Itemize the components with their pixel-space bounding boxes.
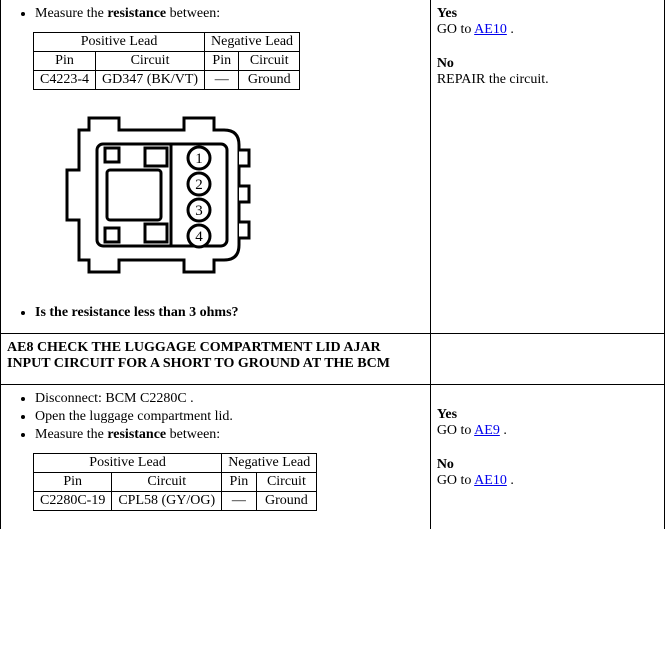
table-row: C4223-4 GD347 (BK/VT) — Ground <box>34 71 300 90</box>
disconnect-instruction: Disconnect: BCM C2280C . <box>35 391 424 407</box>
pin-header: Pin <box>34 473 112 492</box>
pos-pin: C2280C-19 <box>34 492 112 511</box>
left-cell: Measure the resistance between: Positive… <box>1 0 431 334</box>
neg-circuit: Ground <box>239 71 300 90</box>
no-block: No GO to AE10 . <box>437 457 658 489</box>
open-instruction: Open the luggage compartment lid. <box>35 409 424 425</box>
neg-circuit: Ground <box>256 492 317 511</box>
right-cell: Yes GO to AE10 . No REPAIR the circuit. <box>430 0 664 334</box>
table-row: Pin Circuit Pin Circuit <box>34 473 317 492</box>
circuit-header: Circuit <box>112 473 222 492</box>
yes-block: Yes GO to AE10 . <box>437 6 658 38</box>
pos-lead-header: Positive Lead <box>34 454 222 473</box>
pos-circuit: CPL58 (GY/OG) <box>112 492 222 511</box>
no-text: REPAIR the circuit. <box>437 72 549 87</box>
circuit-header: Circuit <box>96 52 205 71</box>
pin-label-3: 3 <box>195 203 203 219</box>
pin-label-4: 4 <box>195 229 203 245</box>
text: between: <box>166 427 220 442</box>
text: . <box>507 473 514 488</box>
no-block: No REPAIR the circuit. <box>437 56 658 88</box>
no-label: No <box>437 457 454 472</box>
lead-table: Positive Lead Negative Lead Pin Circuit … <box>33 453 317 511</box>
text: . <box>500 423 507 438</box>
yes-label: Yes <box>437 6 457 21</box>
pin-header: Pin <box>34 52 96 71</box>
neg-lead-header: Negative Lead <box>205 33 300 52</box>
pos-pin: C4223-4 <box>34 71 96 90</box>
question-list: Is the resistance less than 3 ohms? <box>7 305 424 321</box>
text: GO to <box>437 22 474 37</box>
step-row-ae8-body: Disconnect: BCM C2280C . Open the luggag… <box>1 385 665 530</box>
pin-header: Pin <box>222 473 256 492</box>
table-row: Positive Lead Negative Lead <box>34 454 317 473</box>
neg-pin: — <box>222 492 256 511</box>
bold-word: resistance <box>107 6 166 21</box>
connector-svg: 1 2 3 4 <box>49 100 259 290</box>
right-cell <box>430 334 664 385</box>
circuit-header: Circuit <box>256 473 317 492</box>
measure-instruction: Measure the resistance between: <box>35 427 424 443</box>
table-row: Positive Lead Negative Lead <box>34 33 300 52</box>
neg-lead-header: Negative Lead <box>222 454 317 473</box>
text: Measure the <box>35 6 107 21</box>
question-text: Is the resistance less than 3 ohms? <box>35 305 239 320</box>
yes-block: Yes GO to AE9 . <box>437 407 658 439</box>
step-row-ae8-title: AE8 CHECK THE LUGGAGE COMPARTMENT LID AJ… <box>1 334 665 385</box>
step-row-ae7-continued: Measure the resistance between: Positive… <box>1 0 665 334</box>
diagnostic-table: Measure the resistance between: Positive… <box>0 0 665 529</box>
link-ae10[interactable]: AE10 <box>474 473 507 488</box>
link-ae9[interactable]: AE9 <box>474 423 500 438</box>
neg-pin: — <box>205 71 239 90</box>
left-cell: AE8 CHECK THE LUGGAGE COMPARTMENT LID AJ… <box>1 334 431 385</box>
measure-instruction: Measure the resistance between: <box>35 6 424 22</box>
text: GO to <box>437 473 474 488</box>
text: between: <box>166 6 220 21</box>
pos-lead-header: Positive Lead <box>34 33 205 52</box>
table-row: Pin Circuit Pin Circuit <box>34 52 300 71</box>
instruction-list: Disconnect: BCM C2280C . Open the luggag… <box>7 391 424 443</box>
text: GO to <box>437 423 474 438</box>
bold-word: resistance <box>107 427 166 442</box>
connector-diagram: 1 2 3 4 <box>49 100 424 295</box>
instruction-list: Measure the resistance between: <box>7 6 424 22</box>
pin-label-2: 2 <box>195 177 203 193</box>
pin-header: Pin <box>205 52 239 71</box>
step-title: AE8 CHECK THE LUGGAGE COMPARTMENT LID AJ… <box>7 340 424 372</box>
pos-circuit: GD347 (BK/VT) <box>96 71 205 90</box>
table-row: C2280C-19 CPL58 (GY/OG) — Ground <box>34 492 317 511</box>
text: Measure the <box>35 427 107 442</box>
link-ae10[interactable]: AE10 <box>474 22 507 37</box>
lead-table: Positive Lead Negative Lead Pin Circuit … <box>33 32 300 90</box>
right-cell: Yes GO to AE9 . No GO to AE10 . <box>430 385 664 530</box>
no-label: No <box>437 56 454 71</box>
yes-label: Yes <box>437 407 457 422</box>
circuit-header: Circuit <box>239 52 300 71</box>
question: Is the resistance less than 3 ohms? <box>35 305 424 321</box>
text: . <box>507 22 514 37</box>
pin-label-1: 1 <box>195 151 203 167</box>
left-cell: Disconnect: BCM C2280C . Open the luggag… <box>1 385 431 530</box>
